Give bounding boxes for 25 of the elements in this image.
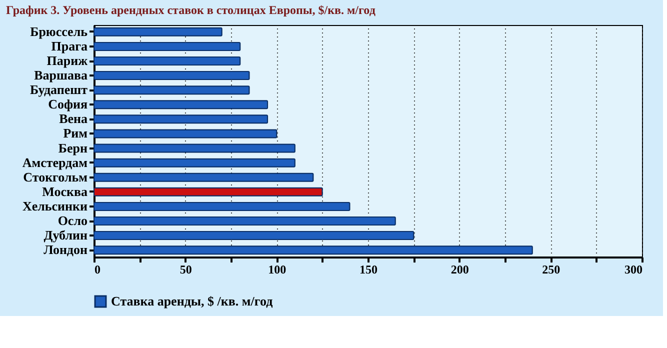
x-tick-label: 0 <box>94 262 100 276</box>
x-tick-label: 200 <box>450 262 469 276</box>
y-tick-label: Лондон <box>44 242 88 258</box>
y-tick-label: София <box>48 96 88 112</box>
y-tick-label: Рим <box>63 126 88 141</box>
x-tick-label: 300 <box>624 262 642 276</box>
x-tick-label: 250 <box>542 262 560 276</box>
y-tick-label: Хельсинки <box>22 198 88 214</box>
y-tick-label: Вена <box>59 111 88 126</box>
y-tick-label: Варшава <box>34 68 88 83</box>
y-tick-label: Амстердам <box>22 154 88 170</box>
x-tick-label: 100 <box>268 262 286 276</box>
y-tick-label: Брюссель <box>30 24 88 39</box>
x-tick-label: 150 <box>360 262 378 276</box>
legend-label: Ставка аренды, $ /кв. м/год <box>111 294 274 308</box>
y-tick-label: Будапешт <box>30 82 88 98</box>
y-tick-label: Берн <box>58 140 88 156</box>
y-tick-label: Париж <box>46 53 88 68</box>
x-tick-label: 50 <box>180 262 192 276</box>
y-tick-label: Стокгольм <box>23 169 88 184</box>
y-tick-label: Дублин <box>44 228 88 243</box>
y-tick-label: Прага <box>51 38 88 54</box>
y-tick-label: Москва <box>42 184 88 199</box>
chart-title: График 3. Уровень арендных ставок в столицах Европы, $/кв. м/год <box>6 3 376 17</box>
y-tick-label: Осло <box>58 213 88 228</box>
